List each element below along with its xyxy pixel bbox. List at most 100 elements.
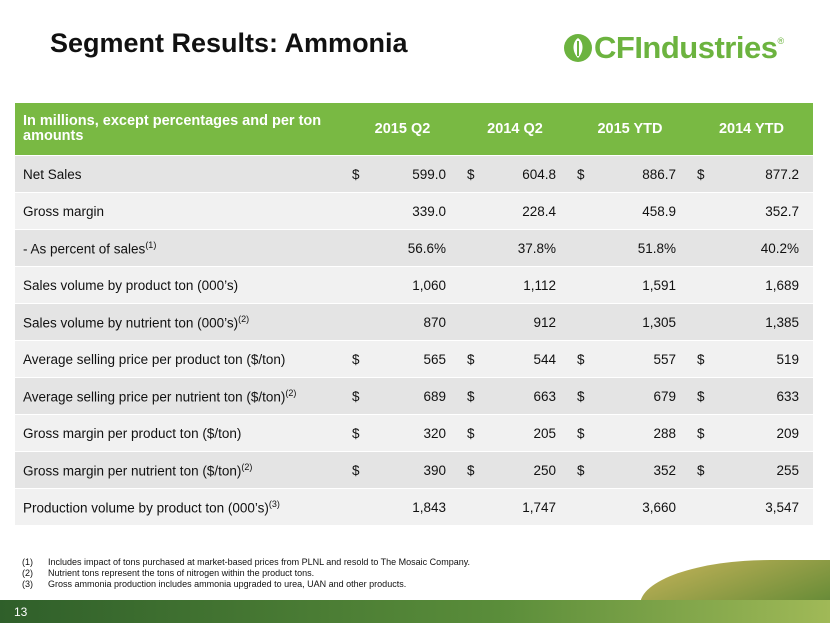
row-label-text: - As percent of sales — [23, 241, 146, 257]
currency: $ — [460, 377, 482, 415]
currency — [570, 192, 592, 230]
value: 886.7 — [592, 155, 690, 193]
currency — [460, 266, 482, 304]
currency: $ — [460, 414, 482, 452]
footnote-marker: (2) — [285, 387, 297, 398]
currency: $ — [345, 340, 367, 378]
currency: $ — [690, 451, 712, 489]
value: 228.4 — [482, 192, 570, 230]
column-header: 2015 Q2 — [345, 103, 460, 156]
currency — [345, 488, 367, 525]
currency: $ — [460, 155, 482, 193]
row-label-text: Average selling price per nutrient ton (… — [23, 389, 286, 405]
currency: $ — [570, 414, 592, 452]
currency — [460, 229, 482, 267]
currency — [345, 192, 367, 230]
logo: CFIndustries ® — [562, 28, 784, 68]
value: 56.6% — [367, 229, 460, 267]
results-table: In millions, except percentages and per … — [15, 103, 813, 525]
value: 3,660 — [592, 488, 690, 525]
currency — [345, 229, 367, 267]
currency — [570, 488, 592, 525]
slide-title: Segment Results: Ammonia — [50, 28, 408, 58]
footnote-text: Nutrient tons represent the tons of nitr… — [48, 568, 315, 578]
footnote: (2) Nutrient tons represent the tons of n… — [22, 568, 470, 579]
row-label: Gross margin per product ton ($/ton) — [15, 414, 345, 452]
currency — [570, 266, 592, 304]
currency: $ — [570, 451, 592, 489]
row-label-text: Average selling price per product ton ($… — [23, 351, 286, 367]
value: 870 — [367, 303, 460, 341]
row-label-text: Gross margin — [23, 203, 105, 219]
currency: $ — [345, 377, 367, 415]
value: 37.8% — [482, 229, 570, 267]
row-label: Gross margin — [15, 192, 345, 230]
value: 1,689 — [712, 266, 813, 304]
column-header: 2014 Q2 — [460, 103, 570, 156]
footnote-marker: (3) — [22, 579, 33, 589]
value: 352 — [592, 451, 690, 489]
value: 51.8% — [592, 229, 690, 267]
column-header: 2015 YTD — [570, 103, 690, 156]
page-number: 13 — [14, 605, 28, 619]
currency: $ — [570, 377, 592, 415]
value: 1,305 — [592, 303, 690, 341]
row-label: Net Sales — [15, 155, 345, 193]
currency: $ — [460, 340, 482, 378]
value: 912 — [482, 303, 570, 341]
row-label-text: Sales volume by nutrient ton (000’s) — [23, 315, 239, 331]
footnote: (1) Includes impact of tons purchased at … — [22, 557, 470, 568]
footnote: (3) Gross ammonia production includes amm… — [22, 579, 470, 590]
logo-text: CFIndustries — [594, 30, 778, 65]
value: 1,747 — [482, 488, 570, 525]
currency — [460, 192, 482, 230]
table-body: Net Sales $599.0 $604.8 $886.7 $877.2 Gross m… — [15, 155, 813, 525]
table-row: Average selling price per nutrient ton (… — [15, 377, 813, 415]
footnote-marker: (3) — [268, 498, 280, 509]
row-label-text: Sales volume by product ton (000’s) — [23, 277, 239, 293]
value: 519 — [712, 340, 813, 378]
value: 352.7 — [712, 192, 813, 230]
value: 205 — [482, 414, 570, 452]
logo-mark: ® — [777, 36, 785, 46]
table-row: Gross margin per nutrient ton ($/ton)(2)… — [15, 451, 813, 489]
value: 633 — [712, 377, 813, 415]
currency — [690, 192, 712, 230]
value: 390 — [367, 451, 460, 489]
value: 339.0 — [367, 192, 460, 230]
currency: $ — [460, 451, 482, 489]
value: 288 — [592, 414, 690, 452]
value: 565 — [367, 340, 460, 378]
currency: $ — [345, 155, 367, 193]
value: 1,112 — [482, 266, 570, 304]
row-label: - As percent of sales(1) — [15, 229, 345, 267]
value: 599.0 — [367, 155, 460, 193]
footnotes: (1) Includes impact of tons purchased at … — [22, 557, 470, 590]
row-label: Gross margin per nutrient ton ($/ton)(2) — [15, 451, 345, 489]
currency: $ — [345, 451, 367, 489]
row-label-text: Net Sales — [23, 166, 82, 182]
currency: $ — [345, 414, 367, 452]
currency — [690, 488, 712, 525]
table-row: Gross margin 339.0 228.4 458.9 352.7 — [15, 192, 813, 230]
value: 250 — [482, 451, 570, 489]
value: 1,843 — [367, 488, 460, 525]
currency — [570, 229, 592, 267]
footnote-marker: (1) — [145, 239, 157, 250]
currency: $ — [570, 155, 592, 193]
row-label: Sales volume by nutrient ton (000’s)(2) — [15, 303, 345, 341]
label-header: In millions, except percentages and per … — [15, 103, 345, 156]
currency — [690, 303, 712, 341]
value: 877.2 — [712, 155, 813, 193]
value: 1,385 — [712, 303, 813, 341]
table-row: Average selling price per product ton ($… — [15, 340, 813, 378]
currency: $ — [690, 340, 712, 378]
value: 1,060 — [367, 266, 460, 304]
row-label: Average selling price per nutrient ton (… — [15, 377, 345, 415]
table-row: Gross margin per product ton ($/ton) $320… — [15, 414, 813, 452]
value: 255 — [712, 451, 813, 489]
currency — [460, 303, 482, 341]
value: 604.8 — [482, 155, 570, 193]
value: 679 — [592, 377, 690, 415]
row-label: Average selling price per product ton ($… — [15, 340, 345, 378]
